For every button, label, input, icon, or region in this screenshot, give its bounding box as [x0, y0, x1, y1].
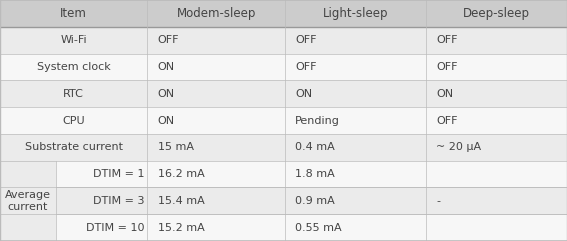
Bar	[285, 54, 426, 80]
Bar	[426, 0, 567, 27]
Bar	[285, 0, 426, 27]
Text: Average
current: Average current	[5, 190, 51, 212]
Text: Substrate current: Substrate current	[25, 142, 122, 152]
Bar	[426, 134, 567, 161]
Text: 0.55 mA: 0.55 mA	[295, 223, 342, 233]
Bar	[426, 187, 567, 214]
Bar	[147, 214, 285, 241]
Bar	[285, 80, 426, 107]
Text: 16.2 mA: 16.2 mA	[158, 169, 204, 179]
Text: ON: ON	[158, 89, 175, 99]
Text: 15.4 mA: 15.4 mA	[158, 196, 204, 206]
Bar	[0, 214, 56, 241]
Bar	[285, 107, 426, 134]
Text: 15.2 mA: 15.2 mA	[158, 223, 204, 233]
Bar	[0, 54, 147, 80]
Bar	[426, 214, 567, 241]
Bar	[285, 214, 426, 241]
Bar	[56, 161, 147, 187]
Text: Item: Item	[60, 7, 87, 20]
Bar	[426, 80, 567, 107]
Bar	[147, 134, 285, 161]
Bar	[285, 134, 426, 161]
Bar	[285, 187, 426, 214]
Bar	[285, 161, 426, 187]
Text: ~ 20 μA: ~ 20 μA	[436, 142, 481, 152]
Text: DTIM = 1: DTIM = 1	[93, 169, 145, 179]
Bar	[147, 107, 285, 134]
Bar	[147, 161, 285, 187]
Text: Wi-Fi: Wi-Fi	[60, 35, 87, 45]
Bar	[147, 187, 285, 214]
Bar	[147, 0, 285, 27]
Text: -: -	[436, 196, 440, 206]
Bar	[147, 27, 285, 54]
Text: Light-sleep: Light-sleep	[323, 7, 388, 20]
Text: ON: ON	[158, 115, 175, 126]
Bar	[426, 107, 567, 134]
Bar	[0, 80, 147, 107]
Text: Modem-sleep: Modem-sleep	[176, 7, 256, 20]
Bar	[0, 134, 147, 161]
Text: 0.4 mA: 0.4 mA	[295, 142, 335, 152]
Bar	[285, 27, 426, 54]
Text: DTIM = 10: DTIM = 10	[86, 223, 145, 233]
Text: CPU: CPU	[62, 115, 85, 126]
Text: OFF: OFF	[295, 62, 317, 72]
Text: System clock: System clock	[37, 62, 111, 72]
Text: OFF: OFF	[436, 35, 458, 45]
Text: 15 mA: 15 mA	[158, 142, 193, 152]
Text: Deep-sleep: Deep-sleep	[463, 7, 530, 20]
Bar	[0, 0, 147, 27]
Text: 1.8 mA: 1.8 mA	[295, 169, 335, 179]
Bar	[0, 27, 147, 54]
Bar	[426, 161, 567, 187]
Bar	[56, 187, 147, 214]
Bar	[0, 107, 147, 134]
Bar	[0, 161, 56, 187]
Text: OFF: OFF	[436, 62, 458, 72]
Bar	[426, 54, 567, 80]
Text: OFF: OFF	[436, 115, 458, 126]
Text: OFF: OFF	[158, 35, 179, 45]
Bar	[56, 214, 147, 241]
Bar	[426, 27, 567, 54]
Text: OFF: OFF	[295, 35, 317, 45]
Text: ON: ON	[158, 62, 175, 72]
Text: RTC: RTC	[64, 89, 84, 99]
Bar	[147, 80, 285, 107]
Text: 0.9 mA: 0.9 mA	[295, 196, 335, 206]
Text: ON: ON	[436, 89, 454, 99]
Text: DTIM = 3: DTIM = 3	[93, 196, 145, 206]
Text: Pending: Pending	[295, 115, 340, 126]
Bar	[147, 54, 285, 80]
Bar	[0, 187, 56, 214]
Text: ON: ON	[295, 89, 312, 99]
